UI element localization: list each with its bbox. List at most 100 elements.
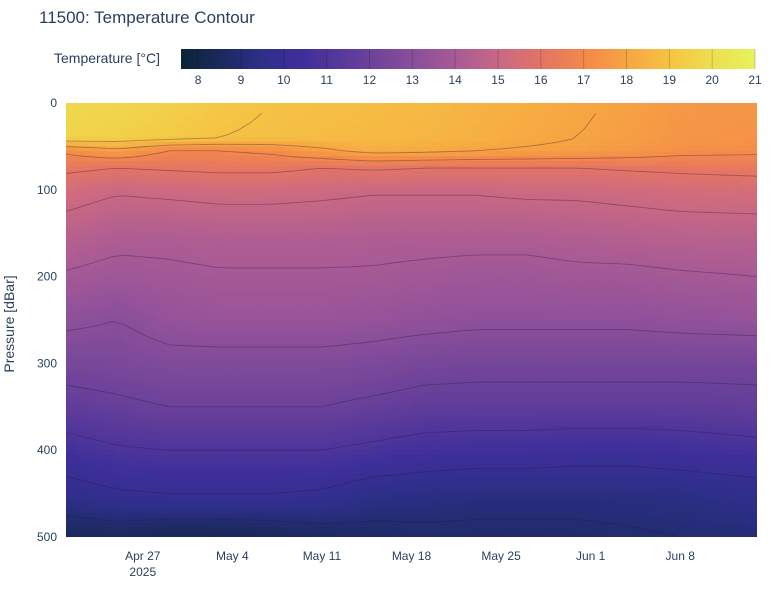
heatmap-cell <box>184 223 195 229</box>
heatmap-cell <box>510 233 521 239</box>
heatmap-cell <box>697 218 709 225</box>
heatmap-cell <box>510 184 521 191</box>
heatmap-cell <box>164 358 176 364</box>
heatmap-cell <box>658 136 669 143</box>
heatmap-cell <box>372 107 383 114</box>
heatmap-cell <box>184 257 195 263</box>
heatmap-cell <box>283 136 294 143</box>
heatmap-cell <box>204 146 215 152</box>
heatmap-cell <box>66 411 77 418</box>
heatmap-cell <box>66 281 77 287</box>
heatmap-cell <box>529 194 541 201</box>
heatmap-cell <box>678 107 689 114</box>
heatmap-cell <box>174 122 186 128</box>
heatmap-cell <box>569 107 580 114</box>
heatmap-cell <box>174 117 186 123</box>
colorbar-tick-label: 13 <box>406 73 420 87</box>
heatmap-cell <box>263 305 274 311</box>
heatmap-cell <box>75 426 87 432</box>
heatmap-cell <box>164 300 176 307</box>
heatmap-cell <box>381 363 393 369</box>
heatmap-cell <box>648 131 659 138</box>
heatmap-cell <box>293 127 304 133</box>
heatmap-cell <box>372 401 383 408</box>
heatmap-cell <box>302 416 314 422</box>
heatmap-cell <box>411 310 422 316</box>
plot-area[interactable] <box>66 103 758 538</box>
heatmap-cell <box>144 430 156 437</box>
heatmap-cell <box>549 146 561 152</box>
heatmap-cell <box>302 141 314 147</box>
heatmap-cell <box>144 358 156 364</box>
heatmap-cell <box>411 175 422 181</box>
heatmap-cell <box>559 257 571 263</box>
heatmap-cell <box>184 184 195 191</box>
heatmap-cell <box>154 329 166 336</box>
heatmap-cell <box>717 238 728 244</box>
heatmap-cell <box>233 233 245 239</box>
heatmap-cell <box>717 310 728 316</box>
heatmap-cell <box>273 276 284 283</box>
heatmap-cell <box>707 175 719 181</box>
heatmap-cell <box>737 127 748 133</box>
heatmap-cell <box>569 406 580 413</box>
heatmap-cell <box>391 199 403 205</box>
heatmap-cell <box>342 262 353 268</box>
heatmap-cell <box>500 373 511 379</box>
heatmap-cell <box>717 397 728 403</box>
heatmap-cell <box>85 271 97 278</box>
heatmap-cell <box>579 281 590 287</box>
heatmap-cell <box>302 175 314 181</box>
heatmap-cell <box>727 358 738 364</box>
heatmap-cell <box>283 329 294 336</box>
heatmap-cell <box>184 310 195 316</box>
heatmap-cell <box>263 103 274 109</box>
heatmap-cell <box>500 387 511 393</box>
heatmap-cell <box>85 401 97 408</box>
heatmap-cell <box>450 242 462 249</box>
heatmap-cell <box>233 209 245 215</box>
heatmap-cell <box>529 348 541 355</box>
heatmap-cell <box>608 373 620 379</box>
heatmap-cell <box>401 295 413 302</box>
heatmap-cell <box>342 165 353 172</box>
heatmap-cell <box>411 107 422 114</box>
heatmap-cell <box>332 286 343 292</box>
heatmap-cell <box>608 440 620 446</box>
heatmap-cell <box>441 112 452 119</box>
heatmap-cell <box>687 194 699 201</box>
heatmap-cell <box>115 295 126 302</box>
heatmap-cell <box>549 339 561 345</box>
heatmap-cell <box>154 430 166 437</box>
heatmap-cell <box>194 170 205 176</box>
heatmap-cell <box>658 382 669 389</box>
heatmap-cell <box>164 271 176 278</box>
heatmap-cell <box>421 170 432 176</box>
heatmap-cell <box>243 406 255 413</box>
heatmap-cell <box>490 377 501 384</box>
heatmap-cell <box>66 310 77 316</box>
heatmap-cell <box>362 141 373 147</box>
heatmap-cell <box>352 117 363 123</box>
heatmap-cell <box>135 421 146 427</box>
heatmap-cell <box>243 233 255 239</box>
heatmap-cell <box>322 156 334 162</box>
heatmap-cell <box>737 122 748 128</box>
heatmap-cell <box>125 348 136 355</box>
heatmap-cell <box>105 266 116 273</box>
heatmap-cell <box>204 310 215 316</box>
heatmap-cell <box>559 329 571 336</box>
heatmap-cell <box>589 276 600 283</box>
heatmap-cell <box>431 363 442 369</box>
heatmap-cell <box>460 136 472 143</box>
heatmap-cell <box>559 416 571 422</box>
heatmap-cell <box>589 112 600 119</box>
heatmap-cell <box>204 127 215 133</box>
heatmap-cell <box>480 218 492 225</box>
heatmap-cell <box>214 310 225 316</box>
heatmap-cell <box>253 189 265 196</box>
heatmap-cell <box>411 257 422 263</box>
heatmap-cell <box>144 300 156 307</box>
heatmap-cell <box>460 117 472 123</box>
heatmap-cell <box>470 228 482 234</box>
